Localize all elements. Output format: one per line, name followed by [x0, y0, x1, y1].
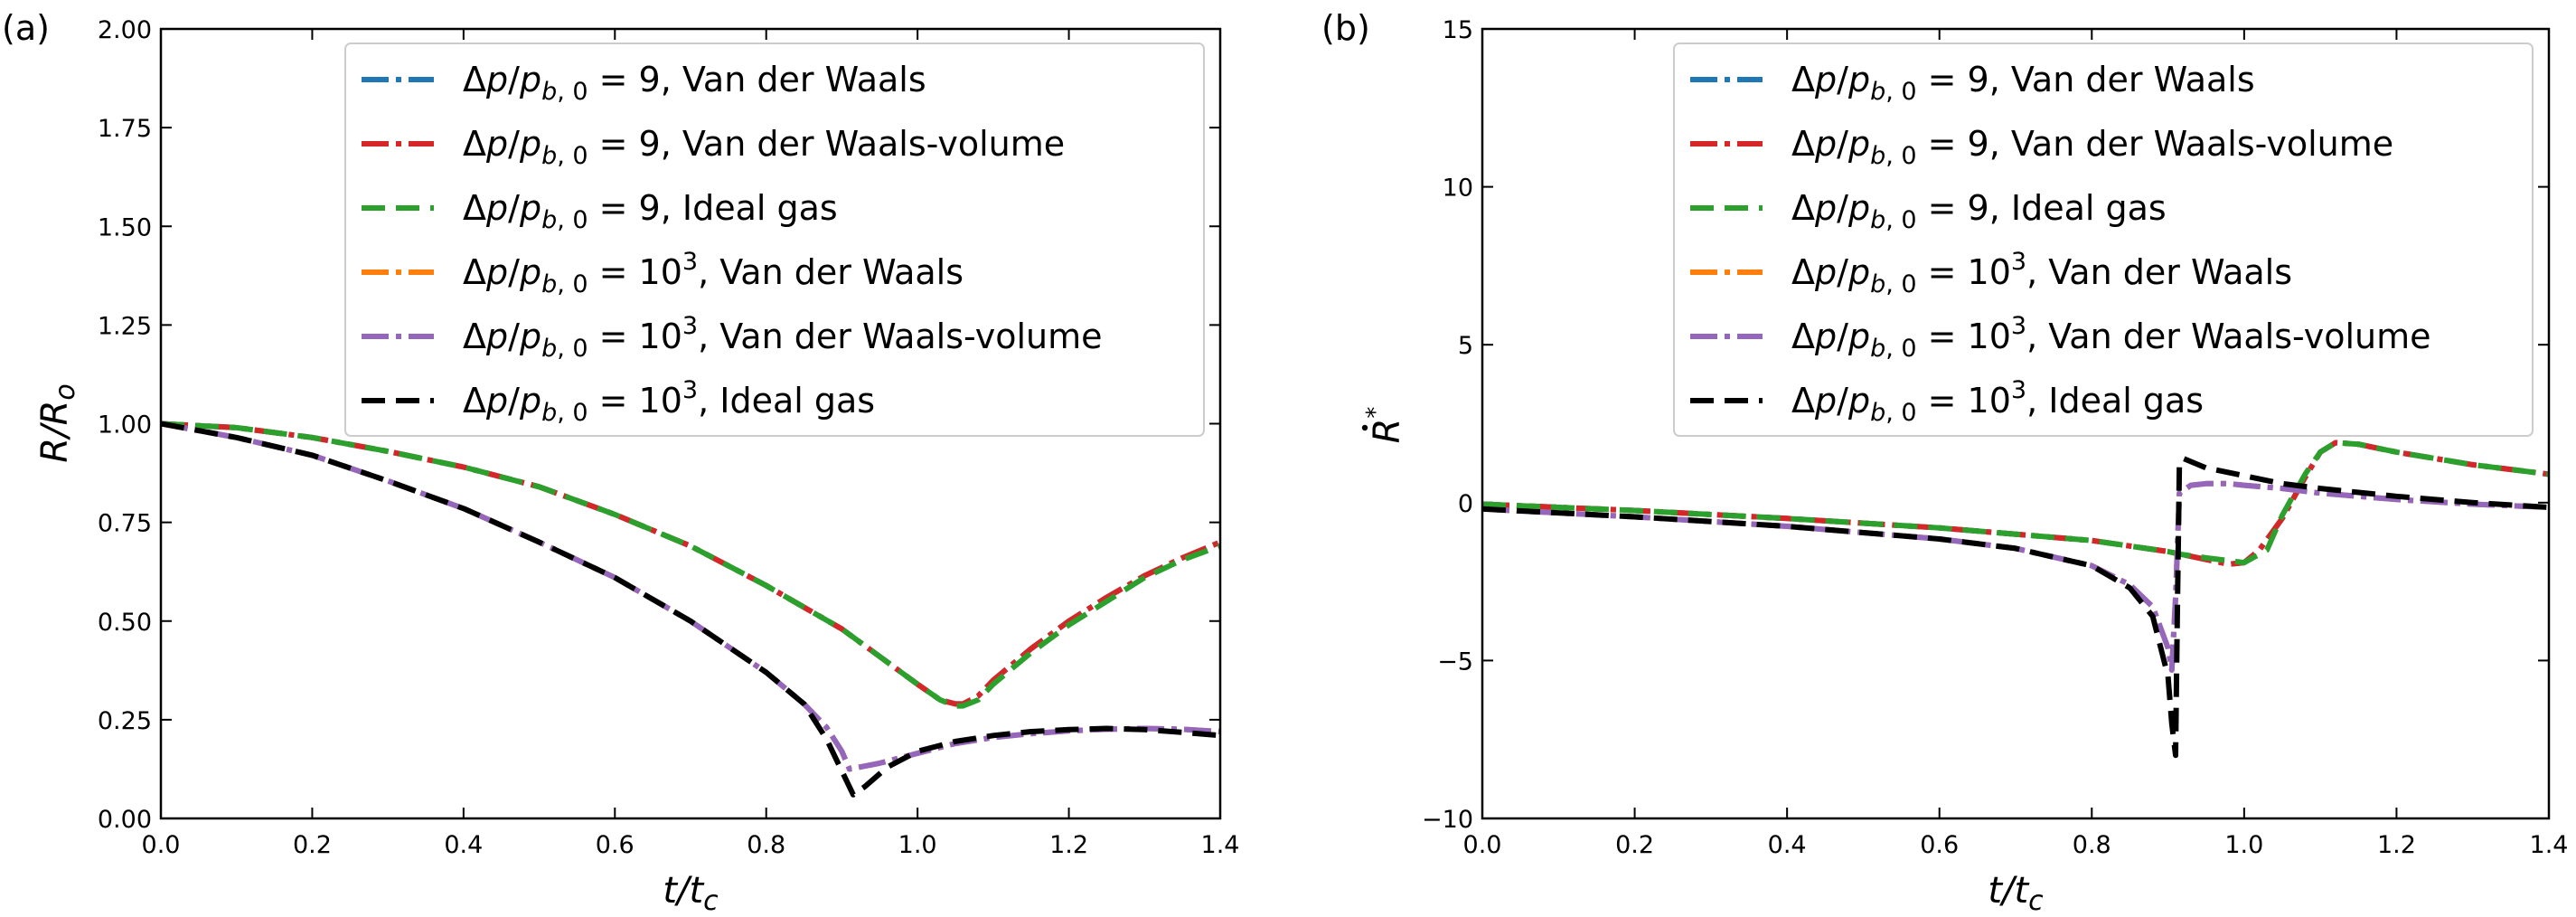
legend-b: Δp/pb, 0 = 9, Van der Waals Δp/pb, 0 = 9,…: [1673, 43, 2534, 437]
y-tick-label: 10: [1443, 175, 1473, 203]
series-line-6: [1482, 455, 2549, 759]
series-line-1: [161, 421, 1220, 707]
legend-entry: Δp/pb, 0 = 103, Van der Waals: [1791, 248, 2292, 298]
y-tick-label: 0.00: [98, 806, 152, 834]
x-tick-label: 1.2: [1049, 831, 1088, 859]
legend-entry: Δp/pb, 0 = 103, Van der Waals-volume: [1791, 312, 2430, 363]
series-line-3: [1482, 440, 2549, 566]
x-axis-label-a: t/tc: [663, 870, 719, 917]
panel-b: (b) 0.0 0.2 0.4 0.6 0.8 1.0 1.2 1.4−10−5051015 …: [1321, 8, 2568, 917]
y-tick-label: −10: [1422, 806, 1473, 834]
legend-entry: Δp/pb, 0 = 9, Ideal gas: [463, 188, 838, 234]
y-tick-label: 2.00: [98, 16, 152, 44]
x-tick-label: 0.2: [293, 831, 332, 859]
legend-box: [1673, 43, 2534, 437]
ticks-b: 0.0 0.2 0.4 0.6 0.8 1.0 1.2 1.4 −10 −5 0 5 10 15: [1422, 16, 2568, 859]
series-line-3: [161, 421, 1220, 709]
y-tick-label: 15: [1443, 16, 1473, 44]
series-line-6: [161, 421, 1220, 798]
series-layer-a: [161, 421, 1220, 798]
legend-a: Δp/pb, 0 = 9, Van der Waals Δp/pb, 0 = 9,…: [344, 43, 1205, 437]
legend-entry: Δp/pb, 0 = 103, Ideal gas: [1791, 376, 2204, 427]
plot-frame-a: [159, 27, 1222, 820]
x-tick-label: 0.6: [1920, 831, 1959, 859]
x-tick-label: 1.2: [2377, 831, 2416, 859]
legend-entry: Δp/pb, 0 = 103, Ideal gas: [463, 376, 875, 427]
legend-box: [344, 43, 1205, 437]
y-tick-label: 0.25: [98, 707, 152, 735]
x-tick-label: 0.8: [747, 831, 785, 859]
y-tick-label: −5: [1437, 648, 1473, 676]
y-axis-label-a: R/Ro: [34, 383, 81, 462]
panel-label-b: (b): [1321, 8, 1370, 48]
y-tick-label: 1.50: [98, 213, 152, 241]
legend-entry: Δp/pb, 0 = 9, Ideal gas: [1791, 188, 2167, 234]
x-tick-label: 1.4: [1201, 831, 1240, 859]
x-tick-label: 0.2: [1615, 831, 1654, 859]
y-tick-label: 0: [1458, 490, 1473, 518]
panel-label-a: (a): [2, 8, 50, 48]
legend-entry: Δp/pb, 0 = 9, Van der Waals-volume: [1791, 124, 2393, 170]
ticks-a: 0.0 0.2 0.4 0.6 0.8 1.0 1.2 1.4 0.00 0.25 0.50 0.75…: [98, 16, 1240, 859]
y-tick-label: 0.50: [98, 609, 152, 637]
svg-text:R*: R*: [1362, 407, 1408, 444]
legend-entry: Δp/pb, 0 = 103, Van der Waals: [463, 248, 964, 298]
x-tick-label: 0.6: [596, 831, 635, 859]
x-tick-label: 1.0: [2224, 831, 2263, 859]
x-tick-label: 0.0: [1463, 831, 1502, 859]
y-tick-label: 1.25: [98, 312, 152, 340]
x-tick-label: 1.4: [2530, 831, 2569, 859]
x-tick-label: 0.4: [1768, 831, 1807, 859]
x-tick-label: 0.0: [142, 831, 181, 859]
legend-entry: Δp/pb, 0 = 103, Van der Waals-volume: [463, 312, 1102, 363]
plot-frame-b: [1481, 27, 2551, 820]
panel-a: (a) 0.0 0.2 0.4 0.6 0.8 1.0 1.2 1.4 0.00 0.25 0.50…: [2, 8, 1239, 917]
y-tick-label: 5: [1458, 332, 1473, 360]
series-line-5: [161, 421, 1220, 772]
legend-entry: Δp/pb, 0 = 9, Van der Waals: [463, 60, 926, 106]
y-tick-label: 1.75: [98, 115, 152, 143]
y-tick-label: 1.00: [98, 411, 152, 440]
x-tick-label: 0.8: [2073, 831, 2111, 859]
y-tick-label: 0.75: [98, 510, 152, 538]
series-layer-b: [1482, 440, 2549, 759]
legend-entry: Δp/pb, 0 = 9, Van der Waals: [1791, 60, 2255, 106]
y-axis-label-b: R*: [1361, 407, 1408, 444]
x-axis-label-b: t/tc: [1988, 870, 2044, 917]
x-tick-label: 1.0: [898, 831, 937, 859]
series-line-2: [161, 421, 1220, 707]
x-tick-label: 0.4: [444, 831, 483, 859]
series-line-4: [161, 421, 1220, 772]
legend-entry: Δp/pb, 0 = 9, Van der Waals-volume: [463, 124, 1065, 170]
